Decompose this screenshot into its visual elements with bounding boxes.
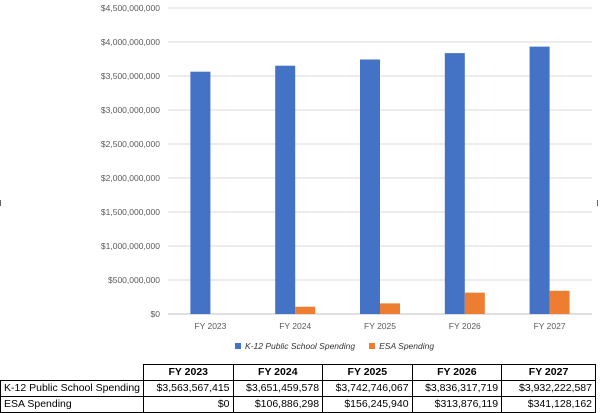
table-header-row: FY 2023 FY 2024 FY 2025 FY 2026 FY 2027 — [0, 364, 596, 381]
y-tick-label: $3,500,000,000 — [101, 71, 160, 81]
bar-k12-spending — [275, 65, 296, 315]
table-cell: $3,651,459,578 — [232, 380, 324, 397]
legend-label-esa: ESA Spending — [379, 341, 435, 351]
y-tick-label: $4,500,000,000 — [101, 3, 160, 13]
chart-legend: K-12 Public School Spending ESA Spending — [235, 341, 434, 351]
bar-esa-spending — [549, 290, 570, 314]
x-tick-label: FY 2025 — [364, 321, 396, 331]
table-cell: $3,563,567,415 — [143, 380, 234, 397]
y-tick-label: $0 — [151, 309, 161, 319]
legend-swatch-esa — [369, 343, 376, 349]
x-tick-label: FY 2027 — [534, 321, 566, 331]
table-cell: $0 — [143, 396, 234, 413]
y-axis-ticks: $0 $500,000,000 $1,000,000,000 $1,500,000,0… — [101, 3, 160, 319]
bar-esa-spending — [380, 303, 400, 314]
table-row-label: K-12 Public School Spending — [0, 380, 145, 397]
y-tick-label: $2,500,000,000 — [101, 139, 160, 149]
bars — [190, 46, 570, 315]
resize-handle-left[interactable] — [0, 200, 1, 206]
y-tick-label: $3,000,000,000 — [101, 105, 160, 115]
resize-handle-right[interactable] — [597, 200, 598, 206]
table-cell: $3,836,317,719 — [411, 380, 503, 397]
x-tick-label: FY 2026 — [449, 321, 481, 331]
bar-k12-spending — [529, 46, 550, 315]
y-tick-label: $4,000,000,000 — [101, 37, 160, 47]
table-cell: $3,742,746,067 — [322, 380, 413, 397]
table-row: K-12 Public School Spending $3,563,567,4… — [0, 380, 596, 397]
table-row-label: ESA Spending — [0, 396, 145, 413]
legend-item-k12: K-12 Public School Spending — [235, 341, 355, 351]
bar-chart: $0 $500,000,000 $1,000,000,000 $1,500,000,0… — [101, 3, 592, 331]
table-header-cell: FY 2024 — [232, 364, 324, 381]
table-header-cell: FY 2023 — [143, 364, 234, 381]
table-cell: $3,932,222,587 — [501, 380, 596, 397]
table-header-cell: FY 2027 — [501, 364, 596, 381]
bar-k12-spending — [190, 71, 211, 314]
table-cell: $341,128,162 — [501, 396, 596, 413]
legend-swatch-k12 — [235, 343, 241, 349]
bar-k12-spending — [360, 59, 380, 314]
table-header-cell: FY 2026 — [411, 364, 503, 381]
data-table: FY 2023 FY 2024 FY 2025 FY 2026 FY 2027 … — [0, 364, 596, 413]
y-tick-label: $1,500,000,000 — [101, 207, 160, 217]
x-axis-ticks: FY 2023 FY 2024 FY 2025 FY 2026 FY 2027 — [194, 321, 565, 331]
table-cell: $313,876,119 — [411, 396, 503, 413]
legend-item-esa: ESA Spending — [369, 341, 434, 351]
table-header-cell: FY 2025 — [322, 364, 413, 381]
x-tick-label: FY 2023 — [194, 321, 226, 331]
bar-k12-spending — [444, 53, 465, 314]
y-tick-label: $2,000,000,000 — [101, 173, 160, 183]
legend-label-k12: K-12 Public School Spending — [245, 341, 356, 351]
bar-esa-spending — [295, 306, 316, 314]
table-row: ESA Spending $0 $106,886,298 $156,245,94… — [0, 396, 596, 413]
y-tick-label: $500,000,000 — [108, 275, 160, 285]
x-tick-label: FY 2024 — [279, 321, 311, 331]
y-tick-label: $1,000,000,000 — [101, 241, 160, 251]
table-cell: $156,245,940 — [322, 396, 413, 413]
table-cell: $106,886,298 — [232, 396, 324, 413]
table-corner-cell — [0, 364, 145, 381]
bar-esa-spending — [464, 292, 485, 314]
